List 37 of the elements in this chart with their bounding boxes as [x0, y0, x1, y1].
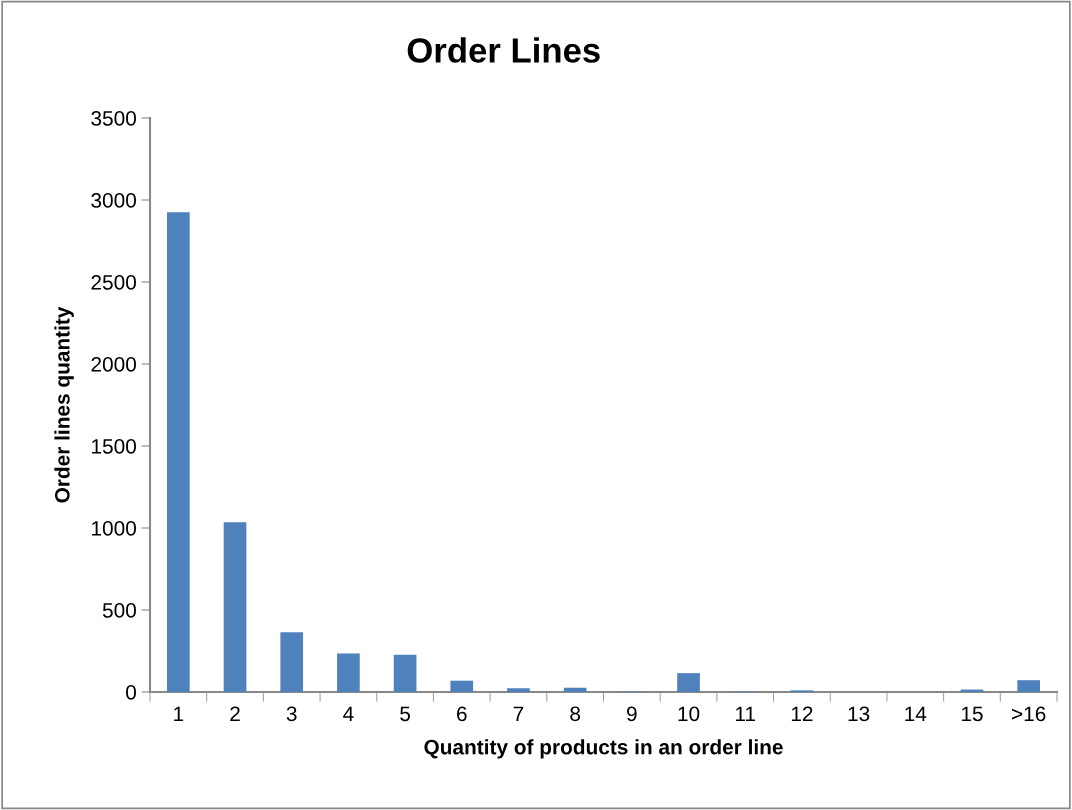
- x-tick-label: 7: [513, 706, 524, 721]
- x-tick-label: >16: [1012, 706, 1046, 722]
- y-tick-label: 3000: [91, 193, 136, 208]
- x-axis-title: Quantity of products in an order line: [424, 739, 783, 759]
- y-axis-title: Order lines quantity: [54, 306, 74, 503]
- x-tick-label: 10: [678, 706, 700, 722]
- bar: [563, 687, 587, 692]
- x-tick-label: 1: [174, 706, 184, 721]
- y-tick-label: 500: [102, 603, 136, 618]
- y-tick-label: 3500: [91, 111, 136, 126]
- x-tick-label: 12: [791, 706, 813, 721]
- bar: [507, 688, 530, 692]
- y-tick-label: 1000: [92, 521, 136, 536]
- bar: [677, 673, 700, 692]
- x-tick-label: 11: [735, 706, 756, 721]
- x-tick-label: 9: [627, 706, 637, 722]
- x-tick-label: 15: [961, 706, 983, 722]
- bar: [223, 522, 247, 692]
- x-tick-label: 2: [230, 706, 240, 721]
- y-tick-label: 0: [126, 685, 136, 700]
- bar: [1017, 680, 1040, 692]
- bar: [167, 212, 190, 692]
- bar: [450, 680, 474, 692]
- x-tick-label: 6: [457, 706, 467, 722]
- y-tick-label: 1500: [92, 439, 136, 454]
- x-tick-label: 13: [848, 706, 870, 722]
- bar: [337, 653, 360, 692]
- chart-title: Order Lines: [407, 37, 600, 63]
- y-tick-label: 2500: [91, 275, 136, 290]
- x-tick-label: 8: [570, 706, 581, 722]
- x-tick-label: 3: [286, 706, 297, 722]
- y-tick-label: 2000: [91, 357, 136, 372]
- bar: [393, 654, 417, 692]
- x-tick-label: 14: [905, 706, 927, 721]
- x-tick-label: 4: [343, 706, 354, 721]
- bar: [280, 632, 304, 692]
- x-tick-label: 5: [400, 706, 411, 722]
